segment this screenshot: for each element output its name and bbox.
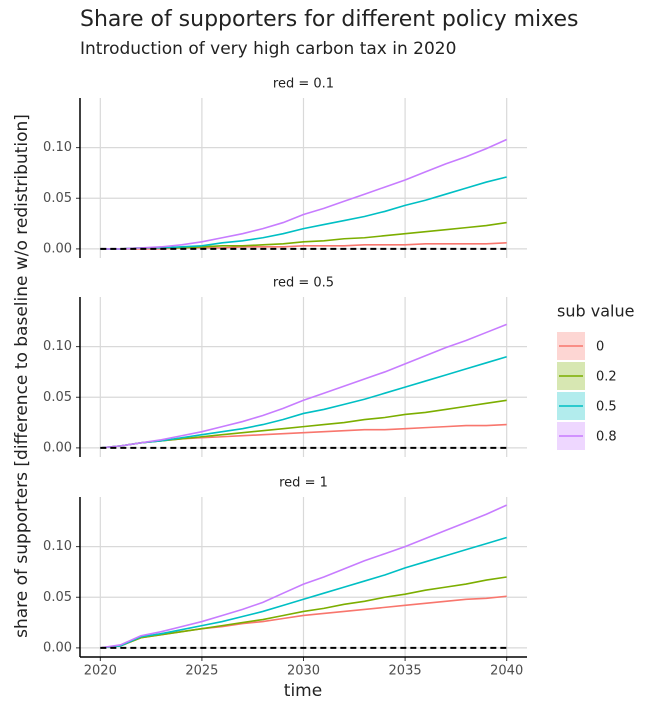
x-tick-label: 2035 — [389, 664, 422, 679]
x-tick-label: 2020 — [84, 664, 117, 679]
legend-label: 0.5 — [596, 400, 617, 415]
y-tick-label: 0.00 — [43, 640, 72, 655]
legend-label: 0.8 — [596, 430, 617, 445]
x-tick-label: 2025 — [185, 664, 218, 679]
y-tick-label: 0.05 — [43, 390, 72, 405]
facet-label: red = 1 — [279, 476, 328, 491]
y-tick-label: 0.05 — [43, 191, 72, 206]
y-tick-label: 0.10 — [43, 140, 72, 155]
legend-label: 0 — [596, 340, 604, 355]
y-tick-label: 0.00 — [43, 241, 72, 256]
x-tick-label: 2040 — [490, 664, 523, 679]
data-line — [100, 138, 508, 250]
data-line — [100, 536, 507, 649]
x-axis-label: time — [284, 681, 322, 701]
data-line — [100, 323, 507, 449]
legend-label: 0.2 — [596, 370, 617, 385]
data-line — [100, 355, 507, 449]
facet-label: red = 0.1 — [273, 77, 334, 92]
data-line — [100, 504, 508, 649]
x-tick-label: 2030 — [287, 664, 320, 679]
chart-subtitle: Introduction of very high carbon tax in … — [80, 39, 456, 59]
y-axis-label: share of supporters [difference to basel… — [12, 114, 32, 638]
data-line — [100, 176, 507, 250]
legend-title: sub value — [557, 302, 634, 321]
chart-title: Share of supporters for different policy… — [80, 7, 579, 32]
y-tick-label: 0.00 — [43, 440, 72, 455]
y-tick-label: 0.10 — [43, 339, 72, 354]
y-tick-label: 0.10 — [43, 539, 72, 554]
facet-label: red = 0.5 — [273, 276, 334, 291]
data-line — [100, 576, 507, 649]
y-tick-label: 0.05 — [43, 590, 72, 605]
